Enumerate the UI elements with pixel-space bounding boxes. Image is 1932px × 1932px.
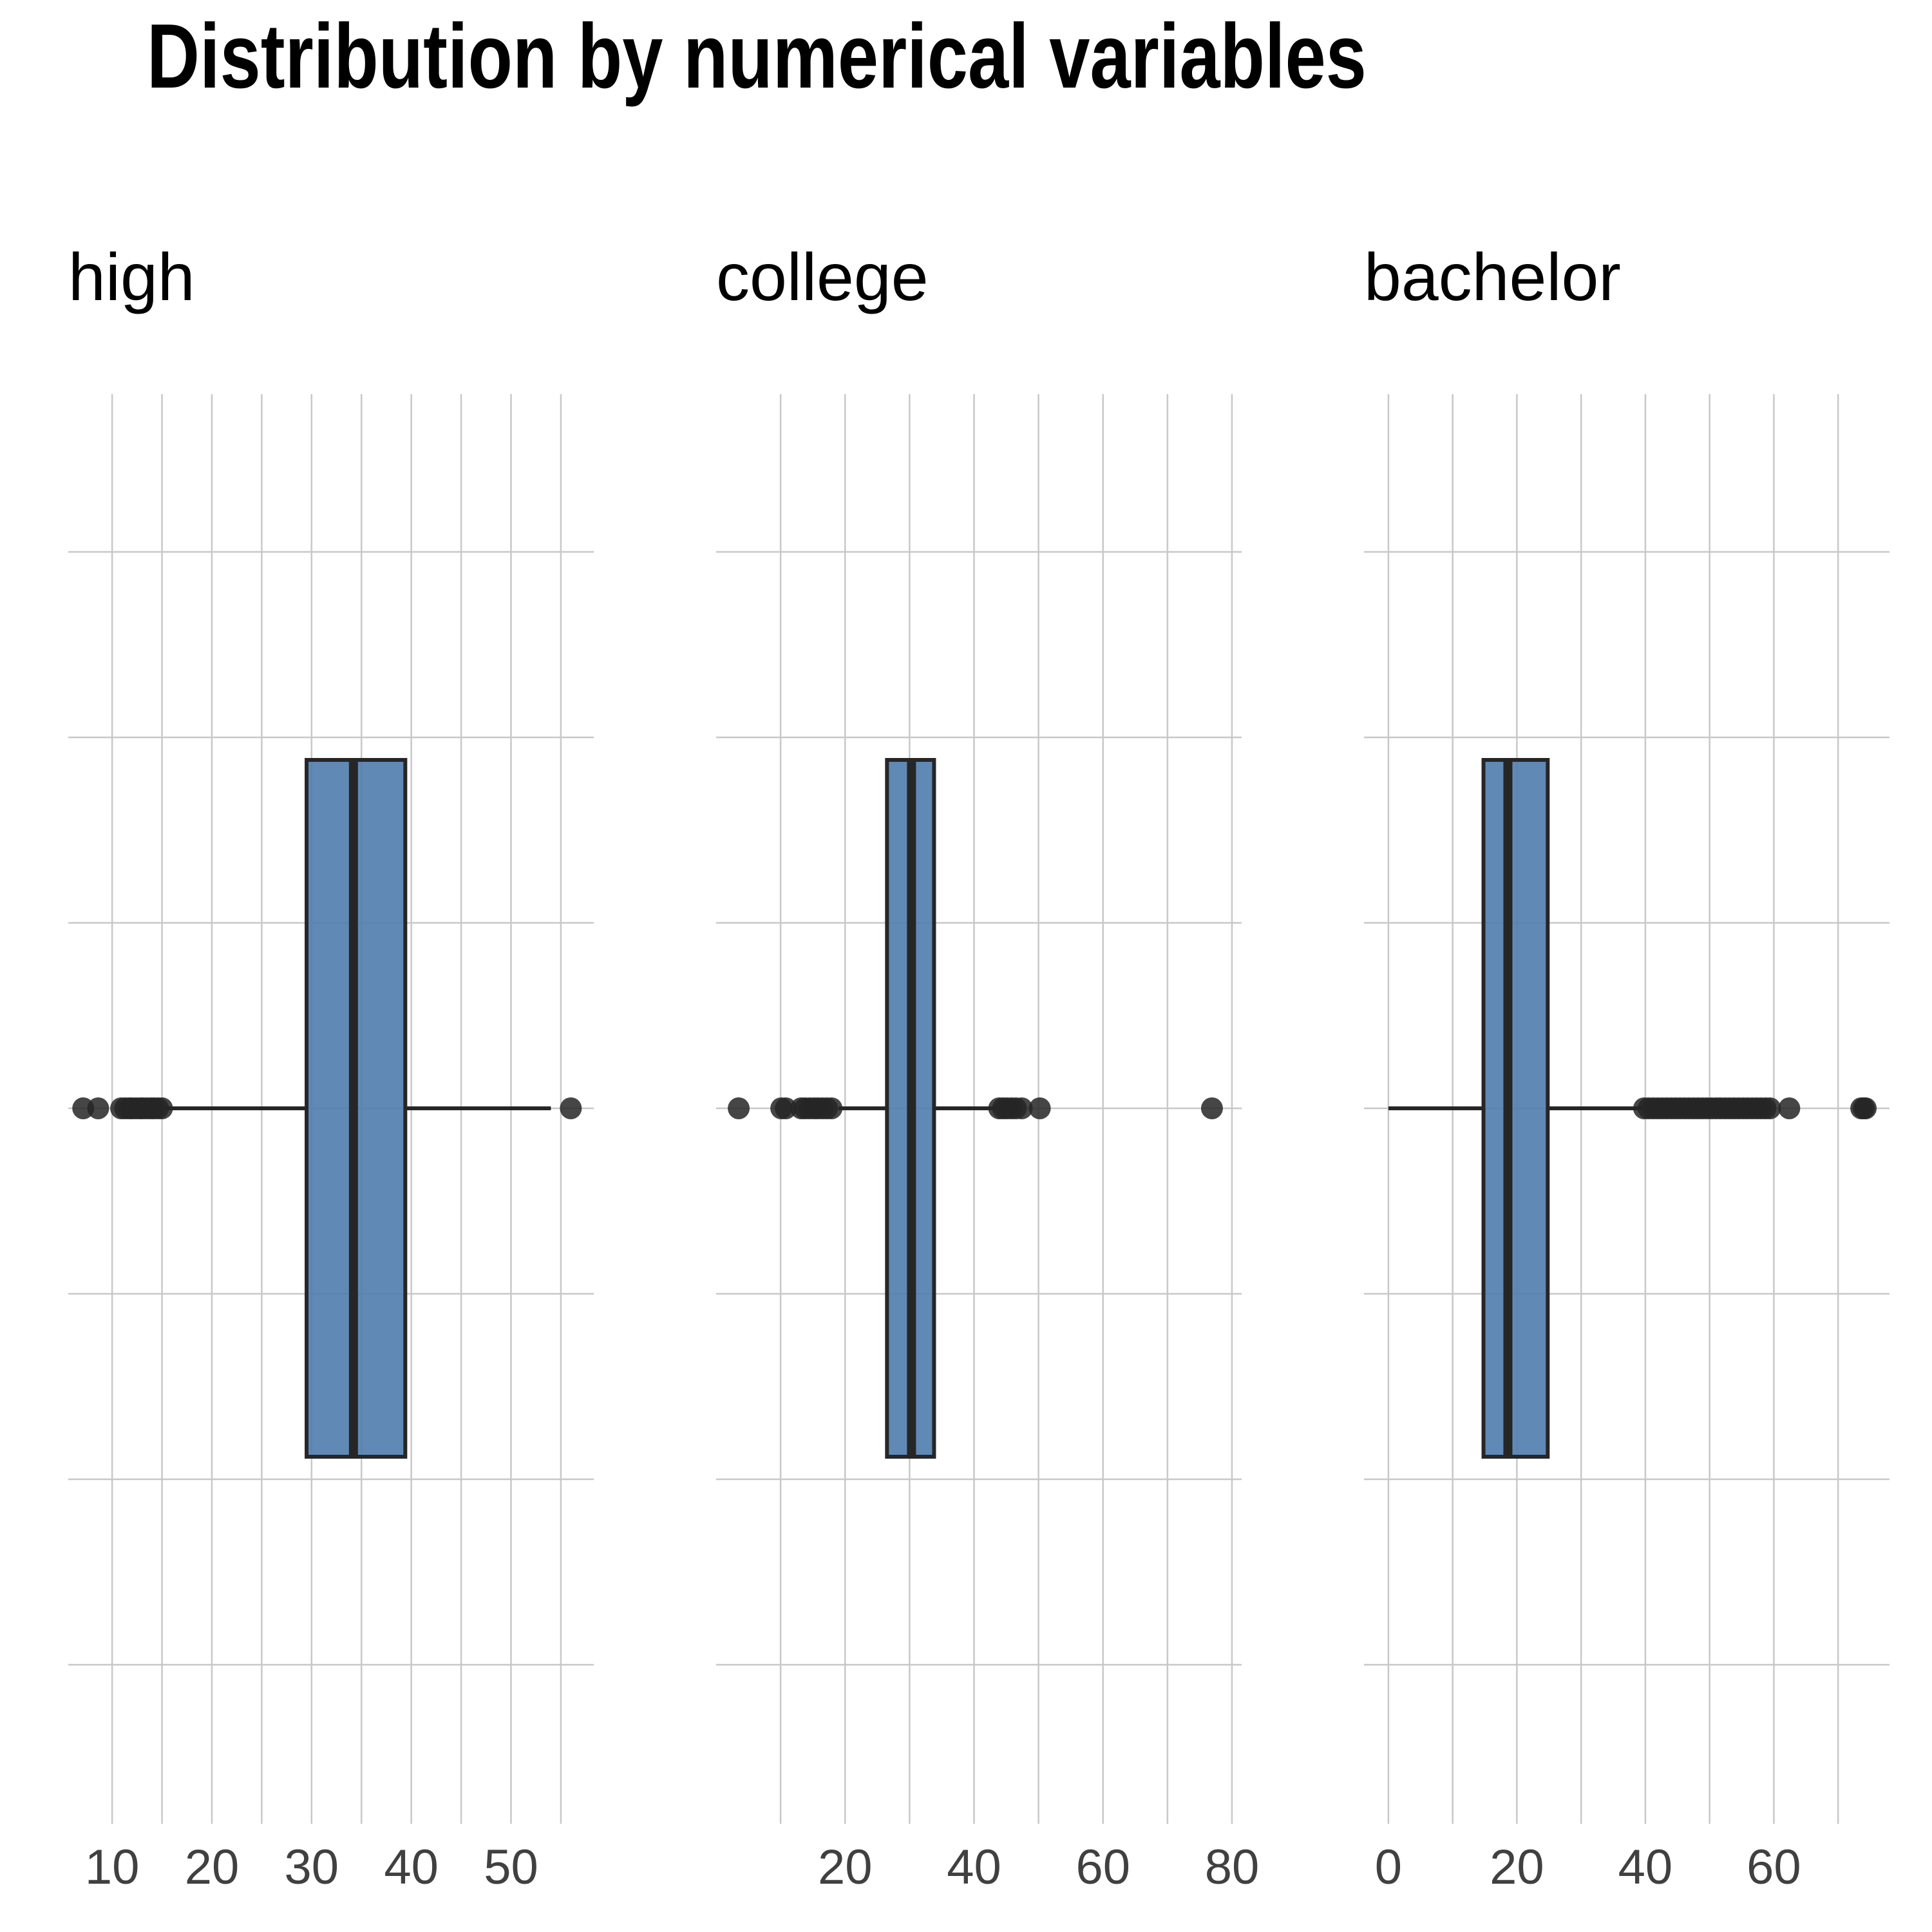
x-tick-label: 30: [285, 1840, 339, 1895]
outlier-point: [1010, 1097, 1033, 1119]
iqr-box: [1481, 758, 1550, 1459]
outlier-point: [1855, 1097, 1877, 1119]
x-tick-label: 40: [947, 1840, 1001, 1895]
outlier-point: [728, 1097, 750, 1119]
outlier-point: [87, 1097, 109, 1119]
panel-bachelor: 0 20 40 60: [1364, 394, 1889, 1895]
x-tick-label: 20: [1490, 1840, 1544, 1895]
facet-title-bachelor: bachelor: [1364, 240, 1621, 315]
x-tick-label: 80: [1205, 1840, 1260, 1895]
x-tick-label: 40: [1618, 1840, 1673, 1895]
outlier-point: [1759, 1097, 1781, 1119]
chart-title: Distribution by numerical variables: [147, 5, 1367, 108]
x-tick-label: 60: [1075, 1840, 1130, 1895]
x-tick-label: 10: [85, 1840, 140, 1895]
outlier-point: [72, 1097, 95, 1119]
panel-college: 20 40 60 80: [716, 394, 1259, 1895]
x-tick-label: 40: [384, 1840, 439, 1895]
outlier-point: [151, 1097, 173, 1119]
outlier-point: [1028, 1097, 1051, 1119]
facet-title-college: college: [716, 240, 929, 315]
outlier-point: [820, 1097, 843, 1119]
outlier-point: [1200, 1097, 1223, 1119]
outlier-point: [1778, 1097, 1801, 1119]
x-tick-label: 20: [818, 1840, 873, 1895]
outlier-point: [560, 1097, 582, 1119]
x-tick-label: 20: [185, 1840, 240, 1895]
panel-high: 10 20 30 40 50: [68, 394, 594, 1895]
facet-title-high: high: [68, 240, 195, 315]
x-tick-label: 60: [1747, 1840, 1801, 1895]
x-tick-label: 50: [484, 1840, 538, 1895]
x-tick-label: 0: [1375, 1840, 1402, 1895]
outlier-point: [775, 1097, 797, 1119]
